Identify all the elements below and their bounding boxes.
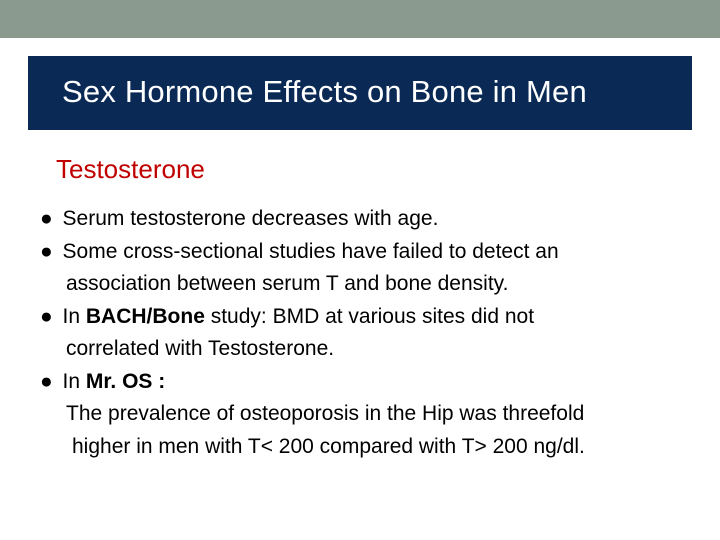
bullet-text: Some cross-sectional studies have failed… xyxy=(63,240,559,263)
bullet-item-4-l2: The prevalence of osteoporosis in the Hi… xyxy=(40,398,680,431)
bullet-item-4: ● In Mr. OS : xyxy=(40,366,680,399)
bullet-item-2-cont: association between serum T and bone den… xyxy=(40,268,680,301)
bullet-text-bold: Mr. OS : xyxy=(86,370,165,393)
bullet-text-prefix: In xyxy=(63,370,86,393)
bullet-item-2: ● Some cross-sectional studies have fail… xyxy=(40,236,680,269)
bullet-glyph: ● xyxy=(40,370,53,393)
bullet-item-3: ● In BACH/Bone study: BMD at various sit… xyxy=(40,301,680,334)
title-banner: Sex Hormone Effects on Bone in Men xyxy=(28,56,692,130)
top-accent-bar xyxy=(0,0,720,38)
bullet-item-4-l3: higher in men with T< 200 compared with … xyxy=(40,431,680,464)
bullet-glyph: ● xyxy=(40,305,53,328)
bullet-text-bold: BACH/Bone xyxy=(86,305,205,328)
bullet-item-3-cont: correlated with Testosterone. xyxy=(40,333,680,366)
bullet-text-prefix: In xyxy=(63,305,86,328)
bullet-glyph: ● xyxy=(40,240,53,263)
bullet-glyph: ● xyxy=(40,207,53,230)
bullet-text-rest: study: BMD at various sites did not xyxy=(205,305,534,328)
bullet-item-1: ● Serum testosterone decreases with age. xyxy=(40,203,680,236)
slide-subtitle: Testosterone xyxy=(56,154,720,185)
slide-title: Sex Hormone Effects on Bone in Men xyxy=(62,74,682,110)
body-content: ● Serum testosterone decreases with age.… xyxy=(40,203,680,463)
bullet-text: Serum testosterone decreases with age. xyxy=(63,207,439,230)
